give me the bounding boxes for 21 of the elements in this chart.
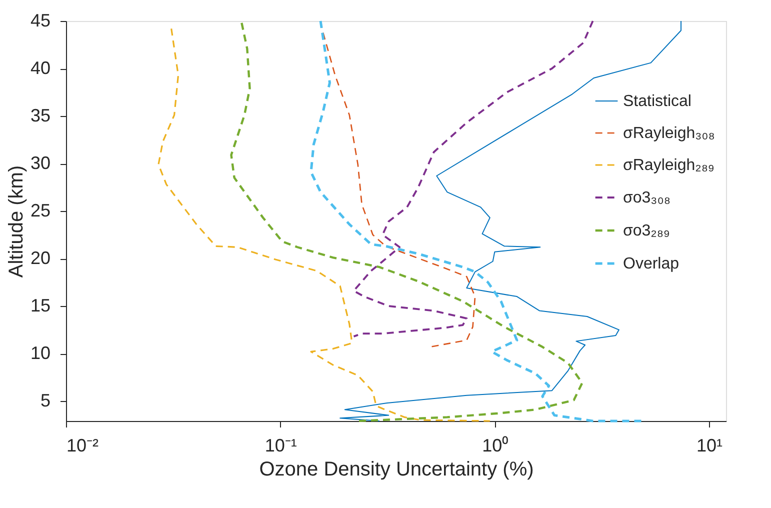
x-tick-label: 10⁻¹ <box>264 436 297 456</box>
y-tick-label: 40 <box>30 58 50 78</box>
y-tick-label: 45 <box>30 10 50 30</box>
y-tick-label: 15 <box>30 296 50 316</box>
y-tick-label: 30 <box>30 153 50 174</box>
x-tick-label: 10⁰ <box>482 436 508 456</box>
x-tick-label: 10⁻² <box>66 436 99 456</box>
x-axis-title: Ozone Density Uncertainty (%) <box>259 458 534 480</box>
y-axis-title: Altitude (km) <box>5 165 28 278</box>
legend-label: σRayleigh₃₀₈ <box>623 125 715 142</box>
legend-label: Overlap <box>623 256 680 272</box>
y-tick-label: 20 <box>30 248 50 268</box>
legend-label: σo3₂₈₉ <box>623 222 670 240</box>
y-tick-label: 5 <box>40 390 50 411</box>
y-tick-label: 35 <box>30 106 50 126</box>
y-tick-label: 10 <box>30 343 50 364</box>
legend-label: Statistical <box>623 93 692 110</box>
x-tick-label: 10¹ <box>696 436 723 456</box>
legend-label: σo3₃₀₈ <box>623 190 670 206</box>
legend-label: σRayleigh₂₈₉ <box>623 157 714 174</box>
y-tick-label: 25 <box>30 200 50 221</box>
